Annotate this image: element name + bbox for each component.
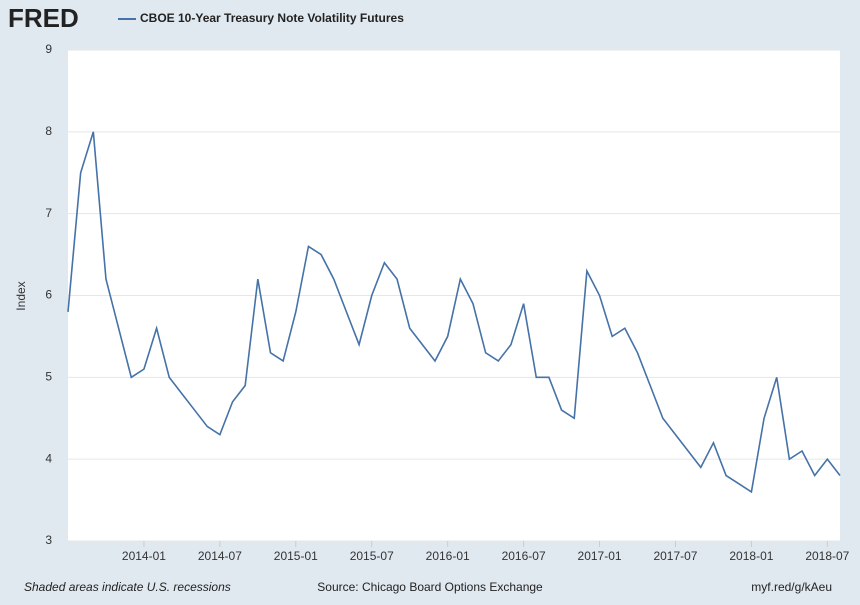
- x-tick-label: 2014-07: [198, 549, 242, 563]
- y-axis-label: Index: [14, 281, 28, 310]
- x-tick-label: 2018-01: [729, 549, 773, 563]
- source: Source: Chicago Board Options Exchange: [317, 580, 543, 594]
- x-tick-label: 2017-07: [653, 549, 697, 563]
- y-tick-label: 7: [45, 206, 52, 220]
- x-tick-label: 2016-07: [502, 549, 546, 563]
- y-tick-label: 3: [45, 533, 52, 547]
- x-tick-label: 2016-01: [426, 549, 470, 563]
- series-line: [67, 131, 841, 494]
- x-tick-label: 2018-07: [805, 549, 849, 563]
- link: myf.red/g/kAeu: [751, 580, 832, 594]
- y-tick-label: 8: [45, 124, 52, 138]
- logo: FRED: [8, 3, 79, 33]
- x-tick-label: 2017-01: [578, 549, 622, 563]
- legend-label: CBOE 10-Year Treasury Note Volatility Fu…: [140, 11, 404, 25]
- x-tick-label: 2015-01: [274, 549, 318, 563]
- note: Shaded areas indicate U.S. recessions: [24, 580, 231, 594]
- x-tick-label: 2014-01: [122, 549, 166, 563]
- y-tick-label: 6: [45, 288, 52, 302]
- y-tick-label: 4: [45, 451, 52, 465]
- x-tick-label: 2015-07: [350, 549, 394, 563]
- y-tick-label: 9: [45, 42, 52, 56]
- y-tick-label: 5: [45, 370, 52, 384]
